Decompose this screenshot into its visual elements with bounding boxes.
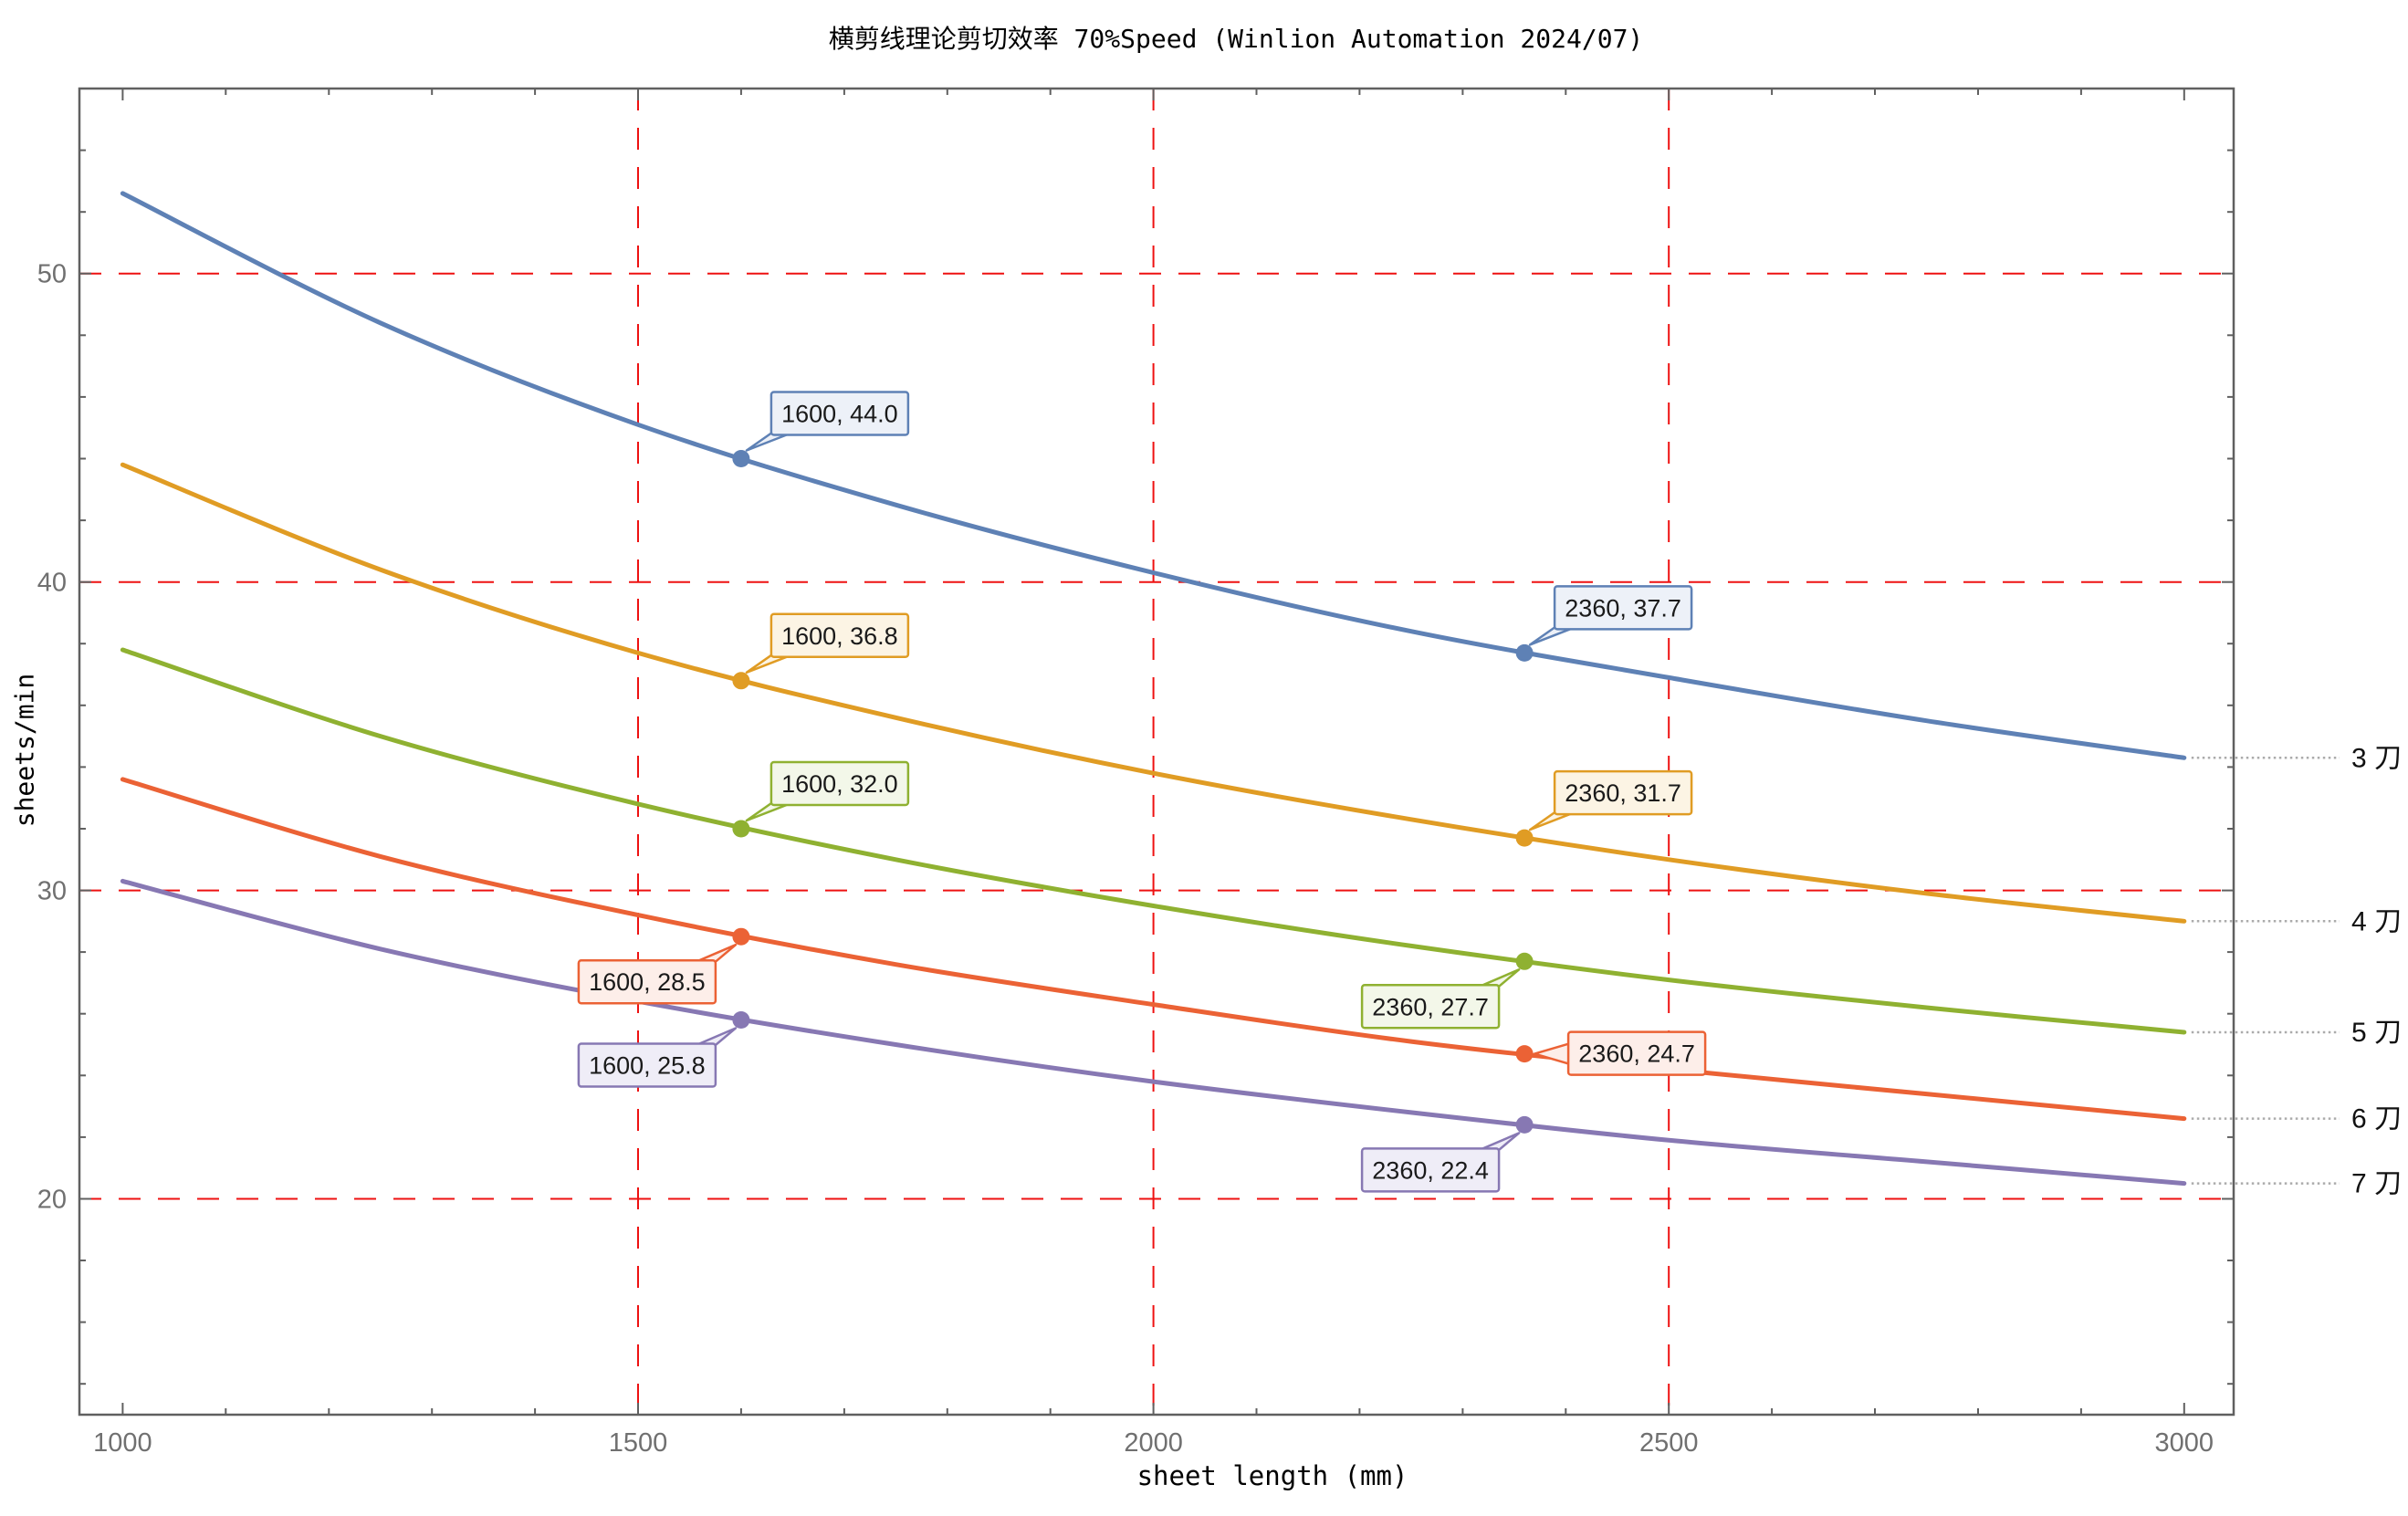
curve-3-knives: [120, 191, 2187, 760]
curve-5-knives: [120, 647, 2187, 1035]
callout-box: [577, 1042, 717, 1088]
x-tick-label-3000: 3000: [2155, 1428, 2214, 1458]
data-point-marker-5-knives: [1515, 952, 1534, 970]
callout-box: [770, 391, 910, 436]
data-point-marker-6-knives: [732, 927, 750, 946]
y-tick-label-50: 50: [37, 260, 67, 289]
callout-box: [1553, 769, 1693, 816]
callout-label: 2360, 22.4: [1372, 1156, 1489, 1184]
curve-6-knives: [120, 777, 2187, 1122]
callout-box: [1360, 1147, 1501, 1193]
callout-label: 1600, 32.0: [781, 770, 898, 798]
knife-count-label-3: 3 刀: [2351, 743, 2402, 773]
callout-label: 2360, 27.7: [1372, 993, 1489, 1020]
knife-count-label-5: 5 刀: [2351, 1018, 2402, 1048]
x-tick-label-1000: 1000: [93, 1428, 152, 1458]
x-tick-label-1500: 1500: [609, 1428, 668, 1458]
callout-box: [770, 760, 910, 807]
callout-tail: [1533, 1041, 1574, 1066]
plot-frame: [78, 87, 2235, 1417]
x-tick-label-2500: 2500: [1639, 1428, 1699, 1458]
callout-box: [577, 958, 717, 1005]
y-tick-label-40: 40: [37, 569, 67, 598]
knife-count-label-6: 6 刀: [2351, 1104, 2402, 1134]
callout-label: 2360, 31.7: [1565, 779, 1681, 807]
callout-box: [1566, 1030, 1707, 1076]
data-point-marker-5-knives: [732, 820, 750, 838]
data-point-marker-7-knives: [1515, 1115, 1534, 1134]
data-point-marker-6-knives: [1515, 1045, 1534, 1063]
x-tick-label-2000: 2000: [1124, 1428, 1183, 1458]
data-point-marker-3-knives: [732, 450, 750, 467]
knife-count-label-4: 4 刀: [2351, 906, 2402, 936]
y-tick-label-30: 30: [37, 877, 67, 906]
knife-count-label-7: 7 刀: [2351, 1169, 2402, 1199]
callout-label: 2360, 24.7: [1578, 1040, 1695, 1068]
callout-box: [1553, 585, 1693, 631]
callout-label: 2360, 37.7: [1565, 594, 1681, 622]
x-axis-label: sheet length (mm): [1136, 1460, 1408, 1491]
callout-label: 1600, 36.8: [781, 622, 898, 650]
y-tick-label-20: 20: [37, 1186, 67, 1215]
curve-7-knives: [120, 878, 2187, 1187]
chart-title: 横剪线理论剪切效率 70%Speed (Winlion Automation 2…: [828, 24, 1644, 54]
data-point-marker-4-knives: [732, 672, 750, 690]
callout-label: 1600, 28.5: [589, 968, 706, 996]
data-point-marker-4-knives: [1515, 829, 1534, 847]
curve-4-knives: [120, 462, 2187, 924]
callout-box: [1360, 984, 1501, 1030]
callout-label: 1600, 25.8: [589, 1052, 706, 1080]
data-point-marker-7-knives: [732, 1011, 750, 1029]
callout-label: 1600, 44.0: [781, 401, 898, 428]
callout-box: [770, 612, 910, 659]
data-point-marker-3-knives: [1515, 643, 1534, 662]
